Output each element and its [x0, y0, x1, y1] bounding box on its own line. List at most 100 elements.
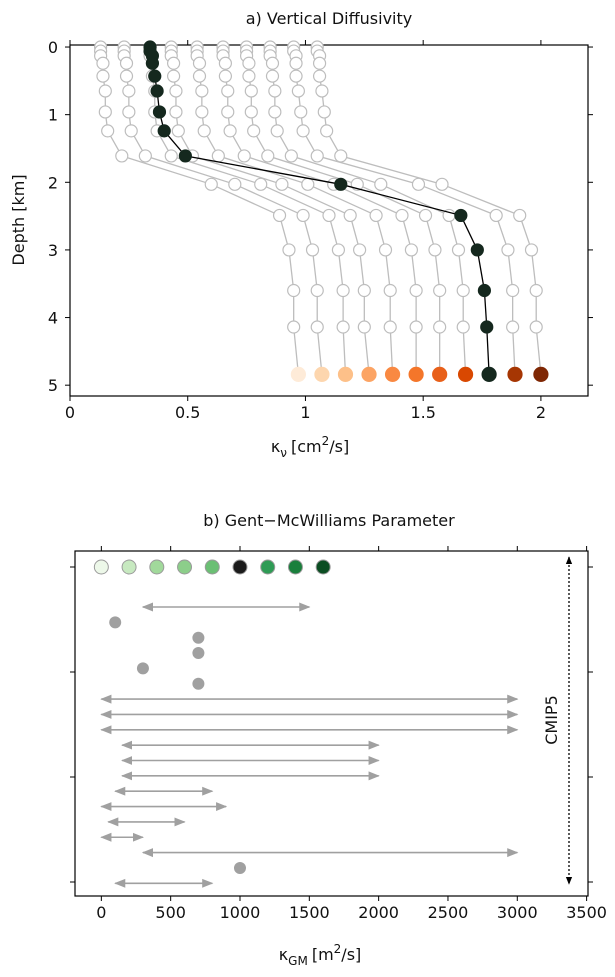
profile-point: [284, 149, 298, 163]
profile-point: [178, 149, 192, 163]
profile-point: [244, 84, 258, 98]
profile-point: [122, 105, 136, 119]
profile-point: [432, 366, 448, 382]
profile-point: [272, 208, 287, 223]
profile-point: [383, 320, 397, 334]
profile-point: [96, 69, 110, 83]
profile-point: [312, 56, 327, 70]
profile-point: [157, 124, 171, 138]
profile-point: [456, 320, 470, 334]
x-tick-label: 2500: [428, 903, 469, 922]
profile-point: [265, 69, 280, 83]
profile-point: [296, 124, 310, 138]
x-tick-label: 3500: [566, 903, 607, 922]
x-label-unit: /s]: [341, 945, 361, 964]
x-label-symbol: κ: [271, 437, 281, 456]
profile-point: [481, 366, 497, 382]
profile-point: [289, 56, 303, 70]
profile-point: [164, 149, 178, 163]
profile-point: [221, 84, 235, 98]
profile-point: [507, 366, 523, 382]
profile-point: [501, 243, 515, 257]
profile-point: [314, 366, 330, 382]
y-tick-label: 4: [48, 309, 58, 328]
profile-point: [148, 69, 162, 83]
experiment-point: [121, 559, 137, 575]
x-label-subscript: ν: [280, 446, 287, 460]
profile-point: [529, 283, 543, 298]
panel-a-y-label: Depth [km]: [9, 174, 28, 265]
profile-point: [357, 283, 371, 298]
profile-point: [152, 105, 167, 119]
profile-point: [456, 283, 470, 298]
experiment-point: [149, 559, 165, 575]
profile-point: [524, 243, 539, 257]
profile-point: [275, 177, 289, 191]
profile-point: [294, 105, 308, 119]
profile-point: [296, 208, 310, 223]
x-label-unit: [cm: [291, 437, 322, 456]
profile-point: [223, 124, 237, 138]
panel-b-title: b) Gent−McWilliams Parameter: [203, 511, 455, 530]
profile-point: [418, 208, 433, 223]
x-label-subscript: GM: [288, 954, 308, 968]
x-tick-label: 0: [65, 403, 75, 422]
profile-point: [336, 283, 350, 298]
profile-point: [124, 124, 138, 138]
profile-point: [101, 124, 115, 138]
panel-a-title: a) Vertical Diffusivity: [246, 9, 412, 28]
profile-point: [336, 320, 350, 334]
profile-point: [270, 124, 284, 138]
model-point: [192, 631, 205, 644]
profile-point: [489, 208, 503, 223]
profile-point: [167, 56, 181, 70]
x-tick-label: 2000: [358, 903, 399, 922]
profile-point: [242, 69, 256, 83]
experiment-point: [315, 559, 331, 575]
y-tick-label: 5: [48, 376, 58, 395]
profile-point: [195, 84, 209, 98]
model-point: [233, 861, 246, 874]
profile-point: [282, 243, 296, 257]
profile-point: [301, 177, 315, 191]
model-point: [136, 662, 149, 675]
profile-point: [289, 69, 303, 83]
profile-point: [433, 283, 447, 298]
profile-point: [169, 84, 183, 98]
profile-point: [122, 84, 136, 98]
model-point: [192, 677, 205, 690]
profile-point: [533, 366, 549, 382]
model-point: [109, 616, 122, 629]
profile-point: [378, 243, 393, 257]
profile-point: [312, 69, 327, 83]
profile-point: [254, 177, 268, 191]
profile-point: [506, 320, 520, 334]
experiment-point: [177, 559, 193, 575]
profile-point: [428, 243, 442, 257]
profile-point: [322, 208, 336, 223]
profile-point: [404, 243, 419, 257]
y-tick-label: 3: [48, 241, 58, 260]
profile-point: [265, 56, 280, 70]
profile-point: [320, 124, 334, 138]
y-tick-label: 2: [48, 173, 58, 192]
profile-point: [150, 84, 164, 98]
profile-point: [409, 283, 423, 298]
panel-a-x-label: κν [cm2/s]: [271, 434, 349, 460]
profile-point: [334, 177, 348, 191]
panel-b-x-label: κGM [m2/s]: [279, 942, 362, 968]
profile-point: [119, 56, 134, 70]
profile-point: [244, 105, 258, 119]
experiment-point: [93, 559, 109, 575]
profile-point: [408, 366, 424, 382]
profile-point: [195, 105, 209, 119]
profile-point: [247, 124, 261, 138]
profile-point: [433, 320, 447, 334]
profile-point: [228, 177, 242, 191]
y-tick-label: 0: [48, 38, 58, 57]
profile-point: [290, 366, 306, 382]
profile-point: [457, 366, 474, 382]
profile-point: [454, 208, 468, 223]
profile-point: [218, 69, 232, 83]
profile-point: [369, 208, 383, 223]
